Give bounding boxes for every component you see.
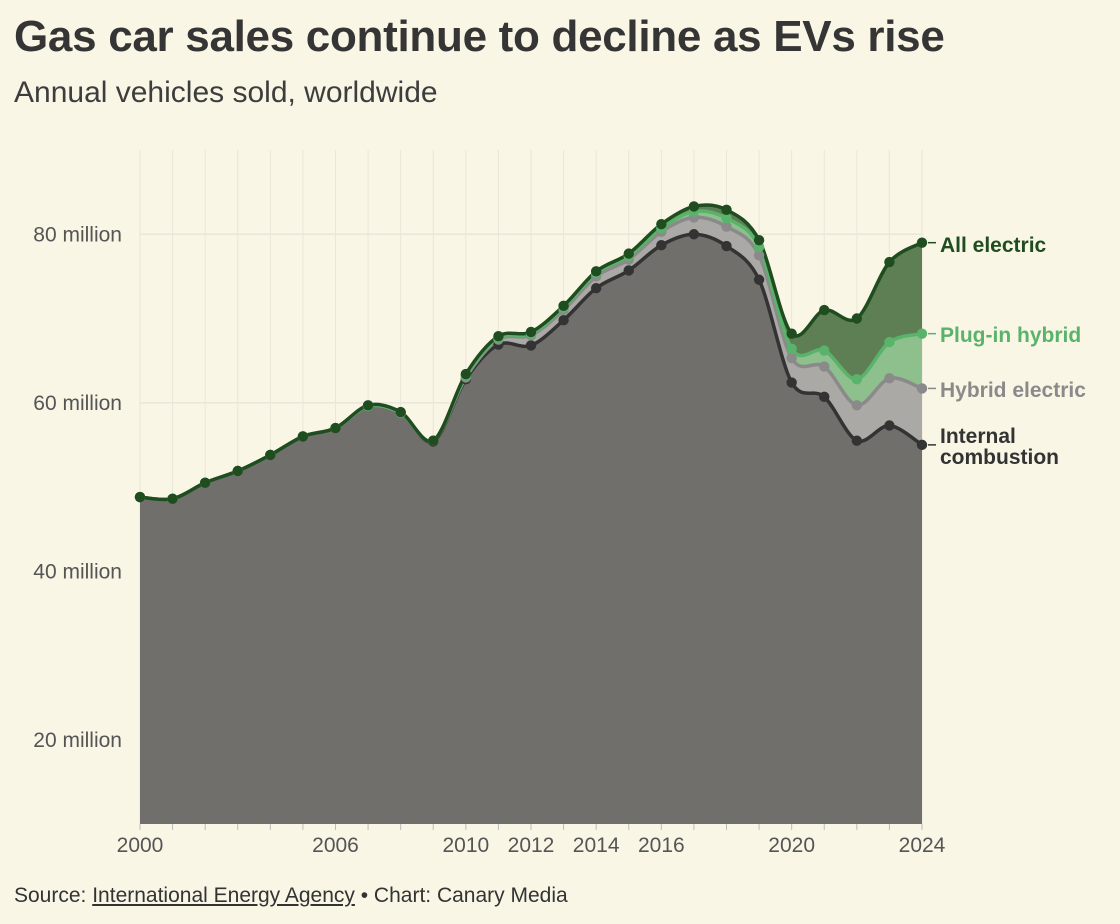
source-prefix: Source:: [14, 884, 93, 907]
chart-subtitle: Annual vehicles sold, worldwide: [14, 76, 438, 109]
x-tick-label: 2014: [573, 834, 620, 857]
all-electric-point: [362, 400, 374, 411]
internal-combustion-point: [753, 274, 765, 285]
y-tick-label: 60 million: [33, 392, 122, 415]
all-electric-point: [525, 326, 537, 338]
all-electric-point: [558, 300, 569, 312]
x-tick-label: 2000: [117, 834, 164, 857]
stacked-area-chart: 20 million 40 million 60 million 80 million…: [33, 150, 1086, 857]
plug-in-hybrid-point: [819, 345, 830, 356]
x-tick-label: 2016: [638, 834, 685, 857]
all-electric-point: [786, 328, 797, 339]
plug-in-hybrid-point: [851, 373, 863, 385]
all-electric-point: [395, 406, 406, 418]
internal-combustion-point: [558, 314, 569, 326]
hybrid-electric-label-line: Hybrid electric: [940, 379, 1086, 402]
all-electric-point: [199, 477, 211, 488]
all-electric-point: [493, 330, 504, 342]
all-electric-point: [884, 256, 895, 268]
y-tick-label: 40 million: [33, 560, 122, 583]
internal-combustion-label: Internal combustion: [940, 425, 1059, 469]
all-electric-point: [460, 368, 472, 380]
internal-combustion-point: [688, 229, 700, 240]
all-electric-point: [134, 491, 146, 503]
hybrid-electric-point: [851, 400, 863, 411]
plug-in-hybrid-point: [721, 213, 732, 224]
source-note: Source: International Energy Agency • Ch…: [14, 884, 568, 908]
y-tick-label: 80 million: [33, 223, 122, 246]
internal-combustion-point: [590, 282, 602, 294]
plug-in-hybrid-point: [786, 343, 797, 355]
internal-combustion-label-line: Internal: [940, 425, 1016, 448]
all-electric-point: [330, 422, 341, 434]
all-electric-label-line: All electric: [940, 234, 1047, 257]
all-electric-point: [590, 266, 602, 277]
internal-combustion-point: [786, 377, 797, 388]
label-layer: Internal combustion Hybrid electric Plug-in…: [928, 234, 1086, 469]
hybrid-electric-label: Hybrid electric: [940, 379, 1086, 402]
all-electric-point: [656, 218, 667, 230]
internal-combustion-label-line: combustion: [940, 446, 1059, 469]
internal-combustion-point: [721, 240, 732, 252]
internal-combustion-point: [851, 435, 863, 446]
all-electric-point: [753, 234, 765, 246]
x-tick-label: 2024: [899, 834, 946, 857]
plug-in-hybrid-label: Plug-in hybrid: [940, 324, 1081, 347]
hybrid-electric-point: [884, 373, 895, 384]
plug-in-hybrid-point: [916, 328, 928, 339]
internal-combustion-point: [916, 439, 928, 451]
x-tick-label: 2010: [442, 834, 489, 857]
internal-combustion-point: [884, 420, 895, 431]
all-electric-point: [819, 304, 830, 316]
all-electric-point: [688, 201, 700, 212]
chart-title: Gas car sales continue to decline as EVs…: [14, 12, 945, 61]
all-electric-point: [916, 237, 928, 248]
source-suffix: • Chart: Canary Media: [354, 884, 568, 907]
hybrid-electric-point: [753, 250, 765, 261]
internal-combustion-point: [819, 391, 830, 403]
hybrid-electric-point: [786, 352, 797, 364]
all-electric-point: [623, 248, 634, 259]
x-tick-label: 2020: [768, 834, 815, 857]
all-electric-point: [297, 431, 309, 442]
internal-combustion-point: [623, 265, 634, 276]
internal-combustion-point: [656, 240, 667, 251]
plug-in-hybrid-point: [884, 336, 895, 348]
hybrid-electric-point: [721, 221, 732, 232]
point-layer: [134, 201, 928, 504]
internal-combustion-point: [525, 340, 537, 351]
all-electric-point: [232, 465, 243, 477]
area-layer: [140, 205, 922, 824]
all-electric-point: [428, 435, 439, 446]
hybrid-electric-point: [819, 361, 830, 372]
plug-in-hybrid-label-line: Plug-in hybrid: [940, 324, 1081, 347]
all-electric-point: [167, 493, 178, 504]
all-electric-point: [265, 449, 276, 461]
all-electric-point: [721, 204, 732, 216]
x-tick-label: 2006: [312, 834, 359, 857]
all-electric-label: All electric: [940, 234, 1047, 257]
x-tick-label: 2012: [508, 834, 555, 857]
hybrid-electric-point: [916, 383, 928, 394]
internal-combustion-area: [140, 234, 922, 824]
all-electric-point: [851, 313, 863, 324]
axis-layer: 20 million 40 million 60 million 80 million…: [33, 223, 945, 857]
y-tick-label: 20 million: [33, 729, 122, 752]
source-link[interactable]: International Energy Agency: [92, 884, 355, 907]
